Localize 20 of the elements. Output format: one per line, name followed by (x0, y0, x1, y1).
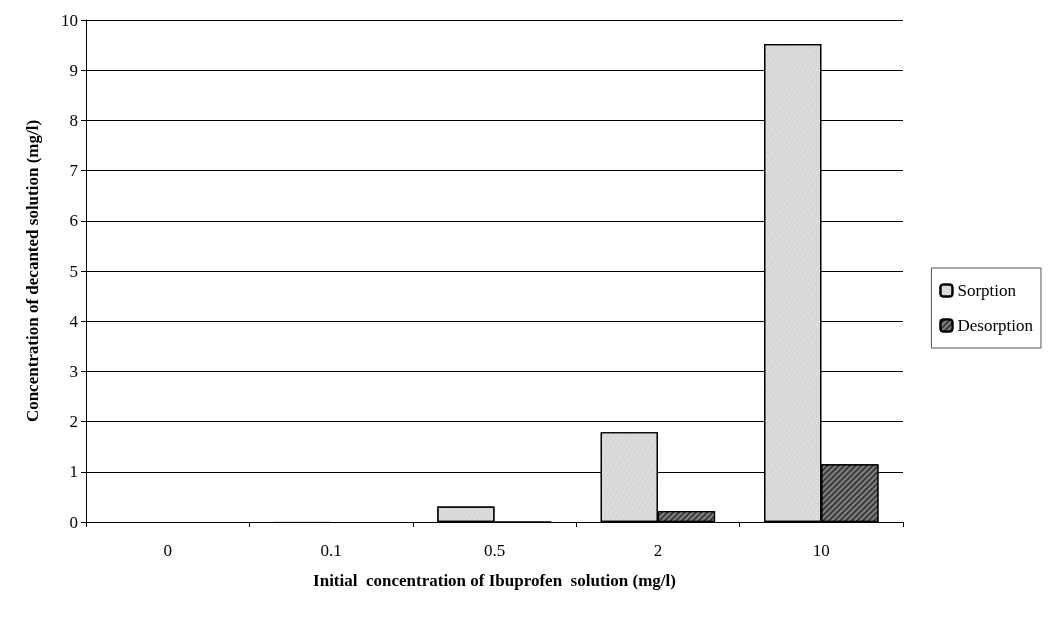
y-tick-label: 8 (69, 110, 78, 130)
y-tick-label: 3 (69, 361, 78, 381)
y-tick-label: 1 (69, 462, 78, 482)
y-tick-label: 6 (69, 211, 78, 231)
y-axis-title: Concentration of decanted solution (mg/l) (23, 119, 42, 423)
y-tick-label: 10 (61, 10, 78, 30)
y-tick-label: 2 (69, 412, 78, 432)
y-tick-label: 4 (69, 311, 79, 331)
y-tick-label: 0 (69, 512, 78, 532)
x-tick-label: 0 (163, 541, 172, 560)
x-axis-title: Initial concentration of Ibuprofen solution (mg/l) (313, 571, 676, 590)
x-tick-label: 0.1 (320, 541, 342, 560)
y-tick-label: 7 (69, 161, 79, 181)
y-tick-label: 9 (69, 60, 78, 80)
x-tick-label: 0.5 (483, 541, 506, 560)
y-tick-label: 5 (69, 261, 78, 281)
legend-label: Desorption (957, 316, 1034, 335)
x-tick-label: 2 (653, 541, 663, 560)
x-tick-label: 10 (812, 541, 830, 560)
legend-label: Sorption (957, 281, 1017, 300)
